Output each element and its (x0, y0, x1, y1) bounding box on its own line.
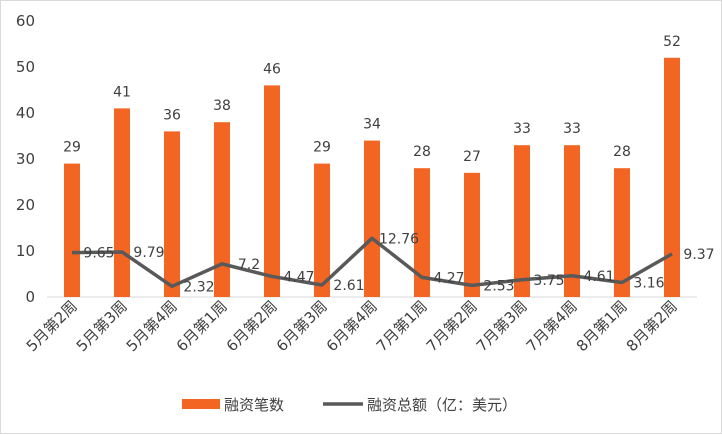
line-value-label: 9.65 (83, 246, 114, 262)
x-tick-label: 7月第1周 (373, 297, 431, 355)
line-series (71, 236, 673, 289)
bar (364, 140, 380, 297)
line-value-label: 2.32 (183, 279, 214, 295)
x-tick-label: 7月第4周 (523, 297, 581, 355)
x-tick-label: 6月第1周 (173, 297, 231, 355)
line-value-label: 4.27 (433, 270, 464, 286)
bar-value-label: 33 (513, 121, 531, 137)
x-tick-label: 6月第4周 (323, 297, 381, 355)
bar-series (64, 57, 680, 298)
bar (414, 168, 430, 297)
bar (514, 145, 530, 297)
bar (64, 163, 80, 297)
legend-line-label: 融资总额（亿：美元） (367, 396, 517, 414)
bar (664, 57, 680, 297)
line-value-label: 4.47 (283, 269, 314, 285)
y-tick-label: 10 (16, 242, 35, 260)
x-tick-label: 7月第3周 (473, 297, 531, 355)
bar-value-label: 29 (63, 140, 81, 156)
line-value-label: 3.16 (633, 275, 664, 291)
x-tick-label: 5月第4周 (123, 297, 181, 355)
y-tick-label: 30 (16, 150, 35, 168)
legend: 融资笔数 融资总额（亿：美元） (182, 396, 517, 414)
bar (214, 122, 230, 297)
x-tick-label: 6月第3周 (273, 297, 331, 355)
bar-value-label: 41 (113, 84, 131, 100)
bar (614, 168, 630, 297)
bar (564, 145, 580, 297)
bar-value-label: 36 (163, 107, 181, 123)
bar-value-label: 29 (313, 140, 331, 156)
line-value-label: 3.75 (533, 273, 564, 289)
bar-value-label: 27 (463, 149, 481, 165)
x-tick-label: 6月第2周 (223, 297, 281, 355)
y-axis-ticks: 0 10 20 30 40 50 60 (16, 12, 35, 306)
bar (264, 85, 280, 298)
line-value-label: 9.37 (683, 247, 714, 263)
bar-value-label: 28 (413, 144, 431, 160)
legend-bar-label: 融资笔数 (224, 396, 284, 414)
y-tick-label: 20 (16, 196, 35, 214)
bar (114, 108, 130, 298)
line-value-label: 4.61 (583, 269, 614, 285)
x-tick-label: 8月第2周 (623, 297, 681, 355)
legend-bar-swatch (182, 399, 220, 409)
bar-value-label: 33 (563, 121, 581, 137)
line-value-label: 12.76 (379, 231, 419, 247)
bar (164, 131, 180, 297)
bar (464, 172, 480, 297)
x-tick-label: 8月第1周 (573, 297, 631, 355)
bar-value-label: 38 (213, 98, 231, 114)
line-value-label: 9.79 (133, 245, 164, 261)
bar-data-labels: 29 41 36 38 46 29 34 28 27 33 33 28 52 (63, 34, 681, 165)
y-tick-label: 50 (16, 58, 35, 76)
y-tick-label: 60 (16, 12, 35, 30)
y-tick-label: 40 (16, 104, 35, 122)
line-value-label: 2.61 (333, 278, 364, 294)
line-value-label: 2.53 (483, 278, 514, 294)
x-tick-label: 7月第2周 (423, 297, 481, 355)
x-tick-label: 5月第3周 (73, 297, 131, 355)
bar-value-label: 52 (663, 34, 681, 50)
bar (314, 163, 330, 297)
y-tick-label: 0 (25, 288, 35, 306)
bar-value-label: 34 (363, 117, 381, 133)
line-data-labels: 9.65 9.79 2.32 7.2 4.47 2.61 12.76 4.27 2.53 3.75… (83, 231, 714, 295)
x-axis-ticks: 5月第2周5月第3周5月第4周6月第1周6月第2周6月第3周6月第4周7月第1周… (23, 297, 681, 355)
bar-value-label: 28 (613, 144, 631, 160)
bar-value-label: 46 (263, 61, 281, 77)
line-value-label: 7.2 (238, 257, 260, 273)
